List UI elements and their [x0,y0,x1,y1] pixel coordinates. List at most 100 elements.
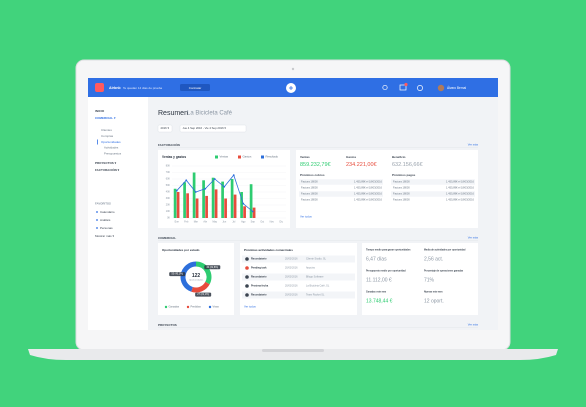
show-more[interactable]: Mostrar más ▾ [95,234,115,238]
activity-row [242,264,355,272]
activity-cell: Recordatorio [251,294,267,297]
legend-label: Ganadas [169,305,180,309]
nav-subitem[interactable]: Actividades [104,146,119,150]
x-tick-label: Ene [175,221,180,224]
list-cell: Factura 18000 [393,186,410,190]
nav-item[interactable]: PROYECTOS ▾ [95,161,117,165]
legend-swatch [215,155,218,159]
activity-icon [245,266,249,270]
list-cell: 1.455,89€ el 18/03/2016 [354,186,383,190]
data-label: 27 (22,1%) [197,293,209,296]
list-row [299,191,383,197]
nav-item[interactable]: FACTURACIÓN ▾ [95,167,120,172]
list-row [391,179,475,185]
legend-swatch [164,305,168,309]
filter-box[interactable] [179,124,247,133]
metric-label: Beneficio [392,155,406,159]
favorite-item[interactable]: Calendario [100,210,115,214]
bar [230,179,234,218]
section-link[interactable]: Ver más [468,236,479,240]
bar [211,177,215,218]
activity-row [242,273,355,281]
laptop-notch [262,349,324,352]
activity-cell: Pending task [251,267,267,270]
x-tick-label: Oct [260,221,264,224]
bar [186,193,189,218]
user-avatar[interactable] [437,84,445,92]
legend-swatch [208,305,212,309]
bar [176,192,180,218]
nav-subitem[interactable]: Compras [101,134,114,138]
inbox-icon[interactable] [399,84,407,91]
favorite-item[interactable]: Análisis [100,218,111,222]
y-tick-label: 80K [166,165,171,168]
list-cell: Factura 18000 [301,192,318,196]
view-all-link[interactable]: Ver todos [300,215,312,219]
filter-label: Jue 4 Sep 2016 - Vie 4 Sep 2016 ▾ [183,126,227,130]
kpi-value: 71% [424,277,435,283]
nav-item[interactable]: INICIO [95,109,105,113]
activity-cell: 20/03/2016 [285,267,298,270]
section-title: COMERCIAL [158,236,176,240]
list-title: Próximos pagos [392,173,416,177]
legend-swatch [261,155,264,159]
metric-value: 859.232,79€ [300,162,331,168]
camera [291,67,295,71]
filter-box[interactable] [157,124,173,133]
search-icon[interactable] [382,84,388,91]
section-link[interactable]: Ver más [468,143,479,147]
page-title: Resumen [158,110,188,117]
y-tick-label: 20K [166,204,171,207]
activity-cell: Bllogo Software [306,276,324,279]
nav-subitem[interactable]: Clientes [101,128,112,132]
y-tick-label: 30K [166,197,171,200]
chart-title: Oportunidades por estado [162,248,200,252]
legend-label: Resultado [266,155,279,159]
nav-subitem[interactable]: Oportunidades [101,140,121,144]
list-cell: Factura 18000 [393,198,410,202]
kpi-value: 13.748,44 € [366,298,393,304]
kpi-label: Porcentaje de operaciones ganadas [424,270,464,273]
chart-title: Ventas y gastos [162,155,186,159]
line-point [223,185,226,188]
nav-item[interactable]: COMERCIAL ▾ [95,116,116,120]
data-label-bg [195,292,212,297]
activity-cell: Proxima fecha [251,285,269,288]
favorite-item[interactable]: Personas [100,226,113,230]
kpi-value: 6,47 días [366,256,387,262]
activity-cell: Appcino [306,267,316,270]
line-point [213,178,216,180]
x-tick-label: Jul [232,221,236,224]
x-tick-label: Abr [203,221,207,224]
line-point [204,187,207,190]
help-icon[interactable] [417,85,423,91]
activity-row [242,291,355,299]
y-tick-label: 0K [167,217,170,220]
view-all-link[interactable]: Ver todos [244,305,256,309]
kpi-label: Media de actividades por oportunidad [424,249,466,252]
x-tick-label: Feb [184,221,189,224]
activity-cell: 20/03/2016 [285,276,298,279]
nav-subitem[interactable]: Presupuestos [104,152,122,156]
bar [195,198,199,218]
favorite-bullet [96,227,98,229]
card-title: Próximas actividades comerciales [244,248,293,252]
bar [202,180,205,218]
upgrade-button[interactable] [180,84,210,91]
brand-logo[interactable] [95,83,104,92]
list-cell: Factura 18000 [301,180,318,184]
bar [243,206,246,218]
brand-name: Airbnb [109,86,121,90]
line-point [232,174,235,177]
laptop-base [28,349,558,360]
legend-label: Perdidas [191,305,202,309]
bar [221,181,224,218]
section-link[interactable]: Ver más [468,323,479,327]
activity-cell: Cliente Studio, SL [306,258,327,261]
list-cell: Factura 18000 [301,198,318,202]
bar [252,207,256,218]
x-tick-label: Sep [251,221,256,224]
list-row [391,191,475,197]
activity-cell: Team Rocket SL [306,294,325,297]
